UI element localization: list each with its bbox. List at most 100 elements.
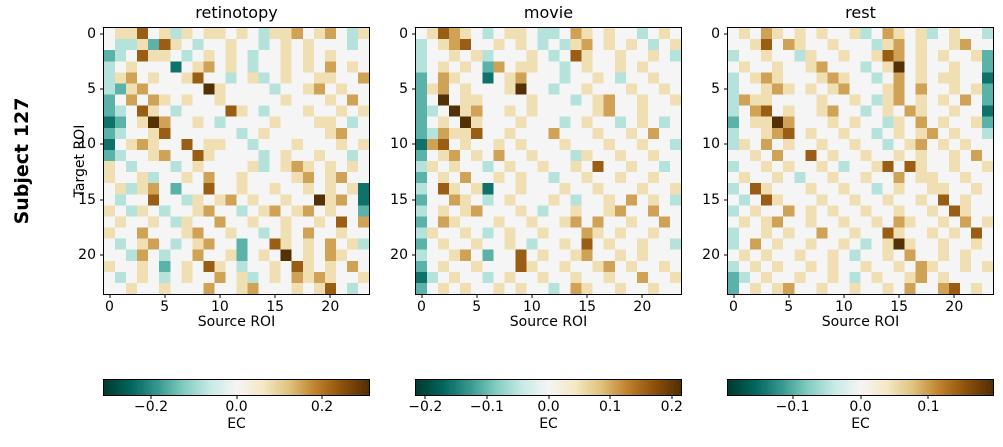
- x-tick-label: 0: [729, 299, 738, 315]
- y-tick-label: 5: [711, 80, 720, 97]
- x-tick-label: 5: [472, 299, 482, 315]
- y-tick-label: 15: [390, 191, 408, 208]
- colorbar-ticks: −0.2 −0.1 0.0 0.1 0.2: [408, 395, 683, 417]
- x-tick-mark: [843, 294, 845, 298]
- y-tick-mark: [412, 88, 416, 90]
- panel-movie: movie 0 5 10 15 20 0 5 10 15 20 Source ROI −0.2−…: [390, 0, 683, 447]
- y-tick-mark: [100, 199, 104, 201]
- y-tick-mark: [100, 88, 104, 90]
- colorbar-tick-label: 0.0: [225, 399, 248, 415]
- colorbar-frame: [727, 379, 994, 396]
- y-tick-mark: [412, 254, 416, 256]
- colorbar-ticks: −0.1 0.0 0.1: [728, 395, 993, 417]
- y-tick-label: 15: [78, 191, 96, 208]
- heatmap-canvas-rest: [728, 28, 993, 294]
- colorbar-tick-mark: [792, 395, 794, 399]
- y-tick-mark: [724, 33, 728, 35]
- x-tick-label: 0: [105, 299, 114, 315]
- x-tick-label: 15: [578, 299, 597, 315]
- colorbar-label: EC: [851, 416, 870, 432]
- colorbar-tick-label: 0.0: [537, 399, 560, 415]
- colorbar-label: EC: [227, 416, 246, 432]
- colorbar-retinotopy: −0.2 0.0 0.2 EC: [103, 379, 370, 432]
- x-tick-label: 10: [523, 299, 541, 315]
- colorbar-tick-mark: [609, 395, 611, 399]
- y-axis-ticks: 0 5 10 15 20: [364, 25, 416, 294]
- colorbar-tick-label: −0.1: [469, 399, 504, 415]
- x-tick-mark: [641, 294, 643, 298]
- heatmap-plot: [103, 27, 370, 295]
- y-tick-mark: [724, 143, 728, 145]
- x-tick-label: 20: [945, 299, 964, 315]
- x-tick-label: 0: [417, 299, 426, 315]
- panel-title: retinotopy: [195, 3, 278, 22]
- x-tick-mark: [274, 294, 276, 298]
- x-tick-label: 20: [633, 299, 652, 315]
- x-tick-label: 20: [321, 299, 340, 315]
- colorbar-rest: −0.1 0.0 0.1 EC: [727, 379, 994, 432]
- x-tick-mark: [109, 294, 111, 298]
- x-tick-mark: [953, 294, 955, 298]
- colorbar-tick-mark: [150, 395, 152, 399]
- colorbar-tick-mark: [321, 395, 323, 399]
- colorbar-ticks: −0.2 0.0 0.2: [104, 395, 369, 417]
- colorbar-gradient: [416, 380, 681, 395]
- colorbar-tick-mark: [671, 395, 673, 399]
- x-tick-mark: [586, 294, 588, 298]
- colorbar-frame: [415, 379, 682, 396]
- y-tick-mark: [412, 33, 416, 35]
- panel-retinotopy: retinotopy 0 5 10 15 20 0 5 10 15 20 Source ROI …: [78, 0, 370, 447]
- x-tick-label: 15: [890, 299, 909, 315]
- y-tick-label: 0: [87, 25, 96, 42]
- x-axis-label: Source ROI: [821, 314, 900, 330]
- x-tick-mark: [733, 294, 735, 298]
- colorbar-tick-mark: [927, 395, 929, 399]
- y-tick-label: 10: [78, 136, 96, 153]
- colorbar-tick-mark: [236, 395, 237, 399]
- y-tick-label: 10: [702, 136, 720, 153]
- colorbar-tick-mark: [548, 395, 549, 399]
- y-tick-mark: [412, 199, 416, 201]
- panel-title: rest: [845, 3, 876, 22]
- x-tick-label: 15: [266, 299, 285, 315]
- y-tick-mark: [100, 143, 104, 145]
- x-tick-label: 10: [835, 299, 853, 315]
- x-tick-mark: [164, 294, 166, 298]
- colorbar-movie: −0.2 −0.1 0.0 0.1 0.2 EC: [408, 379, 683, 432]
- panel-rest: rest 0 5 10 15 20 0 5 10 15 20 Source ROI −0.1 0.…: [702, 0, 994, 447]
- x-tick-mark: [531, 294, 533, 298]
- colorbar-tick-label: 0.1: [598, 399, 622, 415]
- y-tick-label: 20: [702, 247, 720, 264]
- x-tick-label: 10: [211, 299, 229, 315]
- x-axis-ticks: 0 5 10 15 20: [104, 294, 369, 316]
- y-tick-mark: [100, 33, 104, 35]
- y-tick-label: 5: [87, 80, 96, 97]
- colorbar-tick-label: −0.2: [408, 399, 443, 415]
- colorbar-frame: [103, 379, 370, 396]
- x-tick-label: 5: [784, 299, 794, 315]
- heatmap-canvas-retinotopy: [104, 28, 369, 294]
- colorbar-tick-label: 0.1: [917, 399, 940, 415]
- x-tick-mark: [219, 294, 221, 298]
- y-tick-label: 5: [399, 80, 408, 97]
- x-tick-mark: [898, 294, 900, 298]
- x-tick-mark: [421, 294, 423, 298]
- colorbar-tick-label: 0.0: [849, 399, 872, 415]
- y-tick-mark: [724, 199, 728, 201]
- y-tick-label: 0: [399, 25, 408, 42]
- colorbar-tick-label: −0.1: [775, 399, 810, 415]
- colorbar-tick-mark: [424, 395, 426, 399]
- y-axis-ticks: 0 5 10 15 20: [676, 25, 728, 294]
- x-tick-label: 5: [160, 299, 170, 315]
- y-tick-label: 20: [390, 247, 408, 264]
- heatmap-plot: [415, 27, 682, 295]
- heatmap-plot: [727, 27, 994, 295]
- x-tick-mark: [476, 294, 478, 298]
- y-tick-mark: [724, 88, 728, 90]
- y-tick-label: 10: [390, 136, 408, 153]
- y-tick-label: 0: [711, 25, 720, 42]
- colorbar-tick-label: 0.2: [310, 399, 334, 415]
- colorbar-tick-label: −0.2: [134, 399, 169, 415]
- x-axis-ticks: 0 5 10 15 20: [728, 294, 993, 316]
- y-tick-label: 15: [702, 191, 720, 208]
